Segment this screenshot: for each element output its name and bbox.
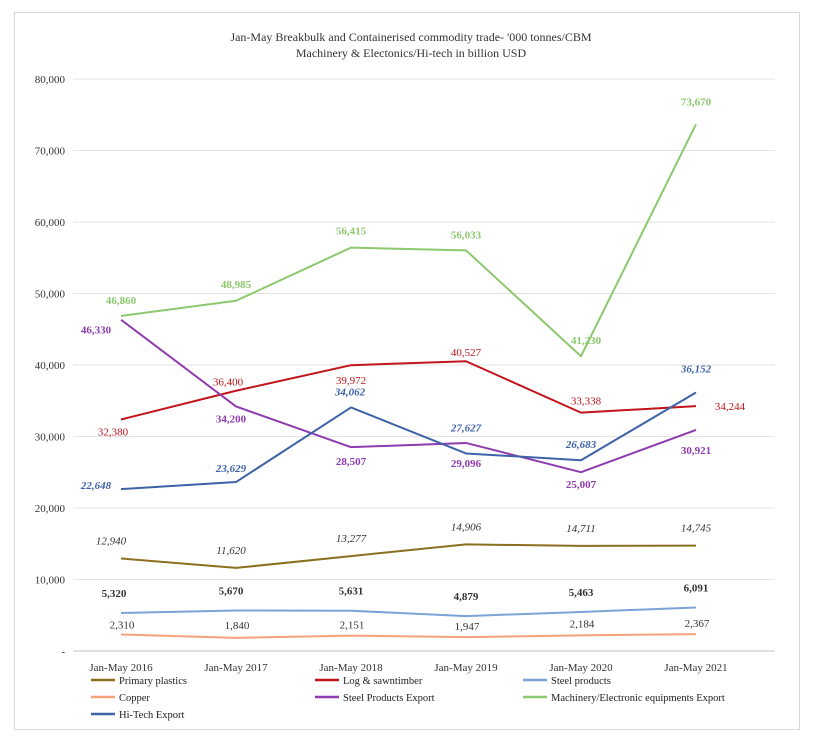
data-label-steel-products: 6,091 (684, 582, 709, 594)
x-tick-label: Jan-May 2016 (89, 662, 153, 674)
y-tick-label: 70,000 (35, 146, 66, 158)
data-label-steel-products: 5,320 (102, 588, 127, 600)
data-label-primary-plastics: 14,711 (566, 523, 595, 535)
series-line-machinery-electronic-export (120, 123, 697, 358)
data-label-hi-tech-export: 36,152 (680, 364, 712, 376)
data-label-copper: 1,840 (225, 620, 250, 632)
data-label-machinery-electronic-export: 56,033 (451, 229, 482, 241)
legend-label-copper: Copper (119, 693, 150, 704)
data-label-steel-products: 5,631 (339, 586, 364, 598)
data-label-primary-plastics: 11,620 (216, 545, 246, 557)
legend-label-steel-products: Steel products (551, 676, 611, 687)
data-label-primary-plastics: 14,745 (681, 523, 712, 535)
legend: Primary plastics Log & sawntimber Steel pr… (91, 676, 725, 721)
data-label-hi-tech-export: 23,629 (215, 463, 247, 475)
data-label-log-sawntimber: 34,244 (715, 401, 746, 413)
y-tick-label: 60,000 (35, 217, 66, 229)
series-line-steel-products-export (120, 318, 697, 474)
data-label-hi-tech-export: 34,062 (334, 386, 366, 398)
y-tick-label: 10,000 (35, 575, 66, 587)
data-label-steel-products-export: 29,096 (451, 458, 482, 470)
data-label-primary-plastics: 12,940 (96, 535, 127, 547)
data-label-copper: 2,151 (340, 620, 365, 632)
y-tick-label: 50,000 (35, 289, 66, 301)
data-label-hi-tech-export: 27,627 (450, 422, 482, 434)
chart-title: Jan-May Breakbulk and Containerised comm… (230, 30, 591, 60)
chart-frame: Jan-May Breakbulk and Containerised comm… (14, 12, 800, 730)
legend-label-steel-products-export: Steel Products Export (343, 693, 435, 704)
y-axis-ticks: - 10,000 20,000 30,000 40,000 50,000 60,000 70,… (35, 74, 66, 658)
data-label-steel-products-export: 46,330 (81, 325, 112, 337)
x-tick-label: Jan-May 2019 (434, 662, 498, 674)
data-label-machinery-electronic-export: 41,230 (571, 335, 602, 347)
gridlines (73, 78, 775, 652)
data-label-machinery-electronic-export: 73,670 (681, 96, 712, 108)
data-label-machinery-electronic-export: 48,985 (221, 279, 252, 291)
data-labels: 12,940 11,620 13,277 14,906 14,711 14,745 32,3… (80, 96, 746, 633)
data-label-log-sawntimber: 33,338 (571, 396, 602, 408)
series-lines (120, 123, 697, 639)
data-label-steel-products-export: 30,921 (681, 445, 711, 457)
data-label-steel-products-export: 28,507 (336, 456, 367, 468)
x-tick-label: Jan-May 2017 (204, 662, 268, 674)
x-tick-label: Jan-May 2018 (319, 662, 383, 674)
y-tick-label: 40,000 (35, 360, 66, 372)
series-line-hi-tech-export (120, 391, 697, 491)
chart-title-line-2: Machinery & Electonics/Hi-tech in billio… (296, 46, 527, 60)
data-label-copper: 2,310 (110, 619, 135, 631)
series-line-log-sawntimber (120, 360, 697, 421)
data-label-primary-plastics: 14,906 (451, 521, 482, 533)
legend-label-primary-plastics: Primary plastics (119, 676, 187, 687)
data-label-log-sawntimber: 40,527 (451, 347, 482, 359)
series-line-primary-plastics (120, 543, 697, 569)
data-label-copper: 2,184 (570, 618, 595, 630)
data-label-hi-tech-export: 22,648 (80, 480, 112, 492)
x-tick-label: Jan-May 2021 (664, 662, 727, 674)
series-line-steel-products (120, 606, 697, 618)
data-label-copper: 1,947 (455, 621, 480, 633)
data-label-primary-plastics: 13,277 (336, 533, 367, 545)
chart-title-line-1: Jan-May Breakbulk and Containerised comm… (230, 30, 591, 44)
y-tick-label: 30,000 (35, 432, 66, 444)
data-label-hi-tech-export: 26,683 (565, 439, 597, 451)
line-chart: Jan-May Breakbulk and Containerised comm… (35, 30, 775, 721)
legend-label-machinery-electronic-export: Machinery/Electronic equipments Export (551, 693, 725, 704)
series-line-copper (120, 633, 697, 639)
y-tick-label: - (61, 646, 65, 658)
data-label-steel-products-export: 34,200 (216, 413, 247, 425)
data-label-steel-products: 5,670 (219, 585, 244, 597)
data-label-copper: 2,367 (685, 618, 710, 630)
data-label-steel-products-export: 25,007 (566, 479, 597, 491)
y-tick-label: 20,000 (35, 503, 66, 515)
data-label-machinery-electronic-export: 46,860 (106, 295, 137, 307)
legend-label-hi-tech-export: Hi-Tech Export (119, 710, 185, 721)
data-label-steel-products: 4,879 (454, 591, 479, 603)
x-axis-ticks: Jan-May 2016 Jan-May 2017 Jan-May 2018 Jan-… (89, 662, 727, 674)
legend-label-log-sawntimber: Log & sawntimber (343, 676, 423, 687)
x-tick-label: Jan-May 2020 (549, 662, 613, 674)
data-label-log-sawntimber: 39,972 (336, 375, 366, 387)
data-label-log-sawntimber: 32,380 (98, 426, 129, 438)
data-label-steel-products: 5,463 (569, 587, 594, 599)
data-label-machinery-electronic-export: 56,415 (336, 226, 367, 238)
y-tick-label: 80,000 (35, 74, 66, 86)
data-label-log-sawntimber: 36,400 (213, 377, 244, 389)
